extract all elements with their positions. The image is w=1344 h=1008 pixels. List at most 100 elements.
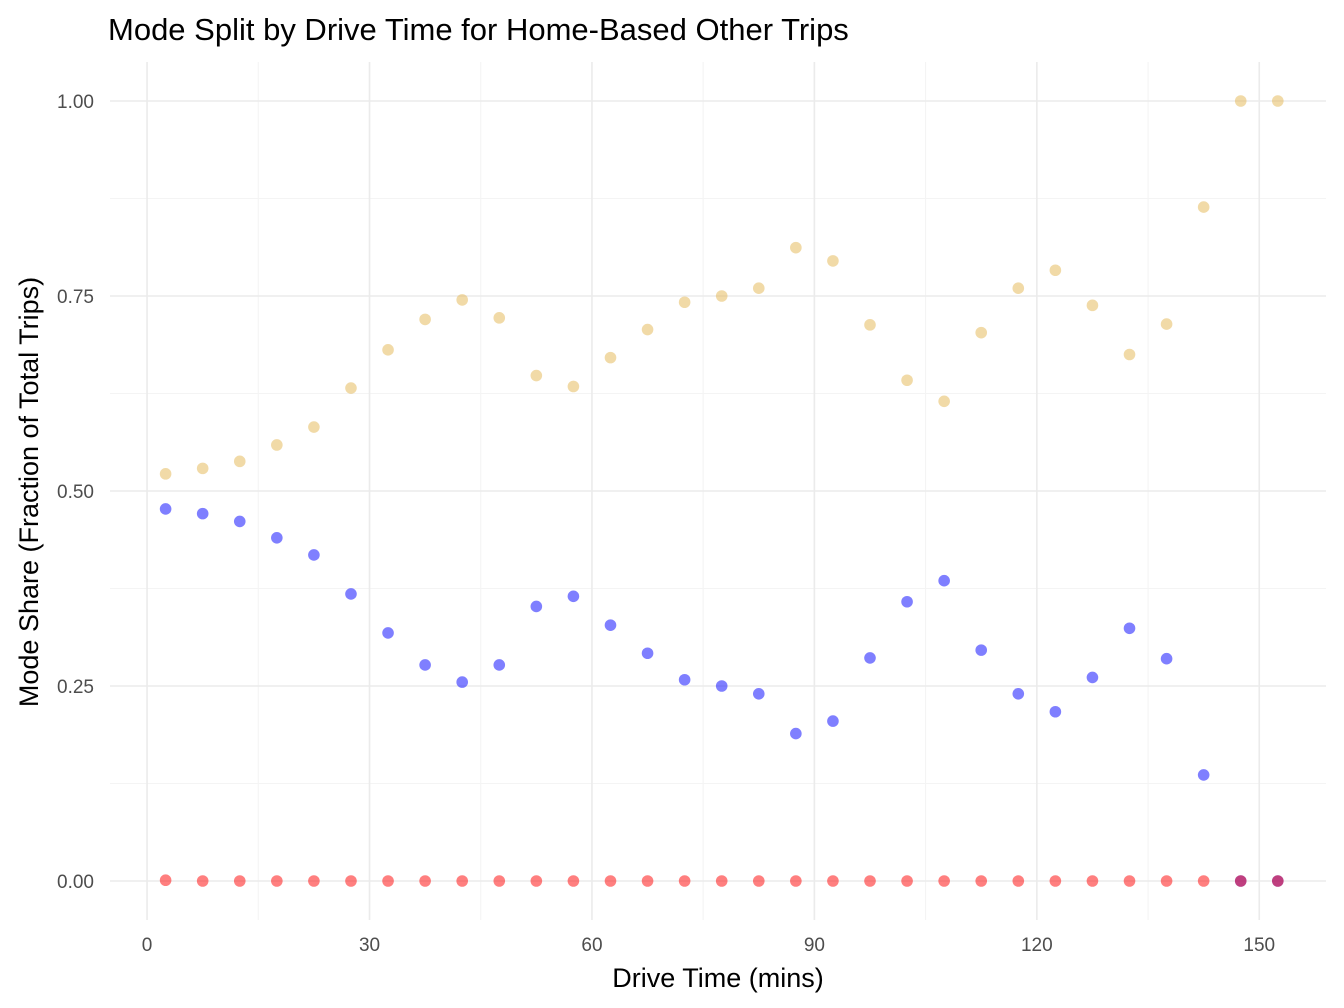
grid-lines	[110, 62, 1326, 920]
data-point	[827, 255, 839, 267]
x-tick-label: 120	[1021, 935, 1053, 956]
x-tick-label: 60	[581, 935, 602, 956]
data-point	[308, 421, 320, 433]
data-point	[1160, 652, 1173, 665]
x-tick-label: 90	[804, 935, 825, 956]
data-point	[493, 312, 506, 324]
data-point	[271, 532, 283, 544]
data-point	[790, 875, 802, 887]
data-point	[1049, 875, 1062, 887]
data-point	[382, 627, 394, 639]
data-point	[345, 382, 357, 394]
data-point	[901, 875, 913, 887]
data-point	[864, 875, 876, 887]
data-point	[308, 549, 320, 561]
y-tick-label: 0.75	[57, 287, 94, 308]
data-point	[233, 455, 246, 468]
data-point	[1197, 201, 1210, 213]
data-point	[604, 619, 617, 631]
data-point	[159, 468, 172, 480]
data-point	[530, 875, 543, 887]
data-point	[196, 875, 209, 887]
data-point	[1272, 95, 1284, 107]
data-point	[1272, 875, 1284, 887]
data-point	[678, 673, 691, 686]
y-tick-label: 0.50	[57, 482, 94, 503]
data-point	[456, 676, 469, 688]
data-point	[419, 875, 431, 887]
data-point	[345, 588, 357, 600]
data-point	[1123, 622, 1136, 635]
x-tick-label: 0	[142, 935, 153, 956]
data-point	[530, 369, 543, 382]
y-tick-label: 0.25	[57, 677, 94, 698]
data-point	[567, 380, 580, 393]
data-point	[345, 875, 357, 887]
data-point	[1123, 348, 1136, 361]
data-point	[752, 282, 765, 295]
data-point	[827, 715, 839, 727]
data-point	[752, 875, 765, 887]
data-point	[1160, 875, 1173, 887]
data-point	[456, 875, 469, 887]
data-point	[901, 374, 913, 387]
data-point	[1086, 299, 1099, 312]
y-axis-ticks: 0.00 0.25 0.50 0.75 1.00	[57, 92, 94, 893]
data-point	[382, 875, 394, 887]
data-point	[790, 241, 802, 254]
data-point	[1160, 318, 1173, 330]
x-tick-label: 150	[1243, 935, 1275, 956]
data-point	[196, 507, 209, 520]
data-point	[308, 875, 320, 887]
data-point	[1197, 769, 1210, 781]
data-point	[233, 515, 246, 528]
data-point	[938, 395, 950, 408]
y-tick-label: 0.00	[57, 872, 94, 893]
data-point	[901, 595, 913, 608]
data-point	[1086, 875, 1099, 887]
data-point	[1234, 95, 1247, 107]
data-point	[1086, 671, 1099, 684]
data-point	[975, 326, 988, 339]
data-point	[715, 290, 728, 302]
data-point	[975, 644, 988, 656]
data-point	[641, 647, 654, 660]
chart-title: Mode Split by Drive Time for Home-Based …	[108, 12, 849, 47]
data-point	[419, 659, 431, 671]
data-point	[864, 319, 876, 331]
data-point	[604, 875, 617, 887]
data-points	[159, 95, 1284, 887]
data-point	[790, 727, 802, 740]
data-point	[938, 574, 950, 587]
data-point	[382, 344, 394, 356]
data-point	[1197, 875, 1210, 887]
data-point	[419, 313, 431, 326]
x-axis-ticks: 0 30 60 90 120 150	[142, 935, 1275, 956]
data-point	[233, 875, 246, 887]
x-axis-title: Drive Time (mins)	[612, 963, 824, 993]
data-point	[715, 680, 728, 692]
data-point	[827, 875, 839, 887]
data-point	[271, 439, 283, 451]
data-point	[604, 351, 617, 364]
data-point	[1012, 282, 1025, 295]
data-point	[567, 875, 580, 887]
data-point	[1012, 875, 1025, 887]
data-point	[641, 875, 654, 887]
data-point	[271, 875, 283, 887]
data-point	[678, 875, 691, 887]
data-point	[752, 688, 765, 700]
data-point	[1123, 875, 1136, 887]
data-point	[715, 875, 728, 887]
data-point	[159, 874, 172, 887]
data-point	[975, 875, 988, 887]
data-point	[1049, 705, 1062, 718]
y-axis-title: Mode Share (Fraction of Total Trips)	[14, 277, 44, 707]
data-point	[196, 462, 209, 475]
data-point	[493, 875, 506, 887]
data-point	[493, 659, 506, 671]
data-point	[864, 652, 876, 664]
data-point	[1234, 875, 1247, 887]
data-point	[641, 323, 654, 336]
